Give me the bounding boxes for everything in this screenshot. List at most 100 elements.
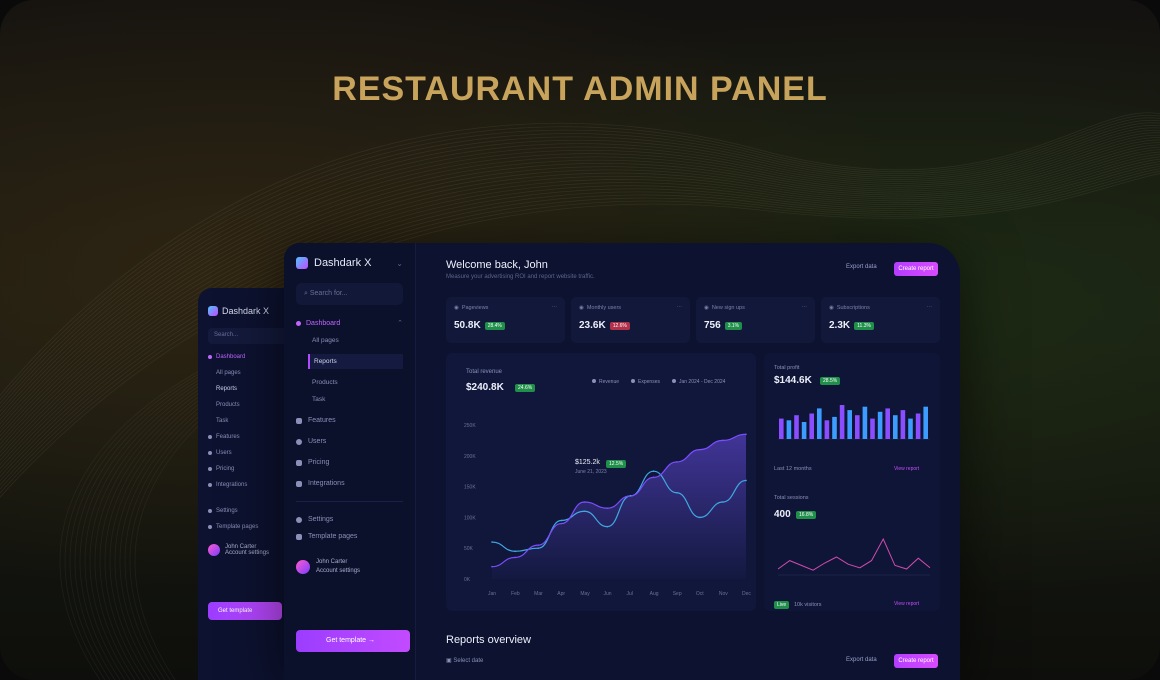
sidebar-subitem-products[interactable]: Products <box>312 379 338 386</box>
sidebar-item-dashboard[interactable]: Dashboard ⌃ <box>296 319 403 327</box>
revenue-point <box>537 544 539 546</box>
legend-item[interactable]: Jan 2024 - Dec 2024 <box>672 379 725 385</box>
expenses-point <box>514 550 516 553</box>
profit-footer: Last 12 months <box>774 466 812 472</box>
profit-bar <box>870 418 875 439</box>
profit-bar <box>832 416 837 439</box>
wave-line <box>0 114 1160 401</box>
sidebar-item-integrations[interactable]: Integrations <box>296 480 403 487</box>
wave-line <box>69 359 231 680</box>
brand[interactable]: Dashdark X ⌄ <box>296 257 403 269</box>
wave-line <box>0 149 1160 458</box>
more-icon[interactable]: ⋯ <box>676 305 683 311</box>
profit-bar <box>794 415 799 439</box>
more-icon[interactable]: ⋯ <box>551 305 558 311</box>
brand-label: Dashdark X <box>314 257 372 269</box>
back-nav-dashboard[interactable]: Dashboard <box>208 354 308 360</box>
sidebar-item-users[interactable]: Users <box>296 438 403 445</box>
create-report-button[interactable]: Create report <box>894 262 938 276</box>
sidebar-subitem-all-pages[interactable]: All pages <box>312 337 339 344</box>
back-nav-item[interactable]: Template pages <box>208 524 308 530</box>
reports-create-button[interactable]: Create report <box>894 654 938 668</box>
export-data-link[interactable]: Export data <box>846 264 877 270</box>
dashboard-window: Dashdark X ⌄ ⌕ Search for... Dashboard ⌃ A… <box>284 243 960 680</box>
sessions-label: Total sessions <box>774 495 809 501</box>
stat-card-pageviews[interactable]: ◉ Pageviews ⋯ 50.8K 28.4% <box>446 297 565 343</box>
date-filter[interactable]: ▣ Select date <box>446 657 483 664</box>
wave-line <box>0 163 1160 482</box>
chart-legend: Revenue Expenses Jan 2024 - Dec 2024 <box>592 379 725 385</box>
revenue-chart[interactable]: 250K 200K 150K 100K 50K 0K Jan Feb Mar Apr May Jun J… <box>446 353 756 611</box>
user-name: John Carter <box>316 559 348 565</box>
revenue-line <box>491 433 747 568</box>
wave-line <box>0 117 1160 405</box>
profit-view-link[interactable]: View report <box>894 466 920 472</box>
wave-line <box>0 134 1160 433</box>
search-input[interactable]: ⌕ Search for... <box>296 283 403 305</box>
revenue-point <box>583 501 586 503</box>
stat-card-sign-ups[interactable]: ◉ New sign ups ⋯ 756 3.1% <box>696 297 815 343</box>
back-user-role: Account settings <box>225 550 270 556</box>
wave-line <box>79 359 241 680</box>
wave-line <box>84 359 246 680</box>
sessions-view-link[interactable]: View report <box>894 601 920 607</box>
stat-card-subscriptions[interactable]: ◉ Subscriptions ⋯ 2.3K 11.3% <box>821 297 940 343</box>
revenue-chart-card: 250K 200K 150K 100K 50K 0K Jan Feb Mar Apr May Jun J… <box>446 353 756 611</box>
revenue-point <box>745 433 747 436</box>
x-tick-label: Aug <box>650 591 659 597</box>
back-search-input[interactable]: Search... <box>208 328 308 344</box>
trend-badge: 28.4% <box>484 321 505 330</box>
sidebar-subitem-reports[interactable]: Reports <box>308 354 403 369</box>
profit-bar <box>900 410 906 439</box>
chevron-up-icon: ⌃ <box>397 320 403 327</box>
more-icon[interactable]: ⋯ <box>801 305 808 311</box>
sidebar-item-pricing[interactable]: Pricing <box>296 459 403 466</box>
back-nav-item[interactable]: Settings <box>208 508 308 514</box>
expenses-point <box>722 501 724 503</box>
user-role: Account settings <box>316 568 361 574</box>
profit-value: $144.6K <box>774 375 812 386</box>
back-get-template-button[interactable]: Get template <box>208 602 282 620</box>
user-profile[interactable]: John Carter Account settings <box>296 558 403 576</box>
back-user-card[interactable]: John Carter Account settings <box>208 544 308 556</box>
user-plus-icon: ◉ <box>704 305 709 311</box>
back-nav-item[interactable]: Products <box>216 402 240 408</box>
back-nav-item[interactable]: Users <box>208 450 308 456</box>
wave-line <box>0 151 1160 462</box>
expenses-point <box>675 491 678 494</box>
sidebar-item-settings[interactable]: Settings <box>296 516 403 523</box>
back-user-name: John Carter <box>225 544 257 550</box>
profit-bar <box>786 420 792 439</box>
wave-line <box>0 127 1160 421</box>
y-tick-label: 100K <box>464 515 476 521</box>
page-title: Welcome back, John <box>446 259 548 271</box>
get-template-button[interactable]: Get template → <box>296 630 410 652</box>
back-nav-item[interactable]: Integrations <box>208 482 308 488</box>
live-badge: Live <box>774 601 790 609</box>
more-icon[interactable]: ⋯ <box>926 305 933 311</box>
back-nav-item[interactable]: Pricing <box>208 466 308 472</box>
revenue-point <box>722 439 724 442</box>
sidebar-item-label: Template pages <box>308 533 358 540</box>
back-nav-item[interactable]: Task <box>216 418 229 424</box>
revenue-point <box>560 522 563 525</box>
reports-export-link[interactable]: Export data <box>846 657 877 663</box>
sidebar-item-features[interactable]: Features <box>296 417 403 424</box>
x-tick-label: Sep <box>673 591 682 597</box>
tooltip-date: June 21, 2023 <box>575 469 607 475</box>
sidebar-item-template-pages[interactable]: Template pages <box>296 533 403 540</box>
back-nav-item[interactable]: Reports <box>216 386 238 392</box>
x-tick-label: Jun <box>603 591 611 597</box>
sidebar-subitem-task[interactable]: Task <box>312 396 326 403</box>
back-nav-item[interactable]: All pages <box>216 370 241 376</box>
logo-icon <box>208 306 218 316</box>
back-nav-item[interactable]: Features <box>208 434 308 440</box>
calendar-icon: ▣ <box>446 658 454 664</box>
revenue-point <box>652 476 655 479</box>
revenue-point <box>675 461 678 463</box>
x-tick-label: Nov <box>719 591 728 597</box>
x-tick-label: Jul <box>627 591 633 597</box>
wave-line <box>89 359 251 680</box>
stat-card-monthly-users[interactable]: ◉ Monthly users ⋯ 23.6K 12.6% <box>571 297 690 343</box>
